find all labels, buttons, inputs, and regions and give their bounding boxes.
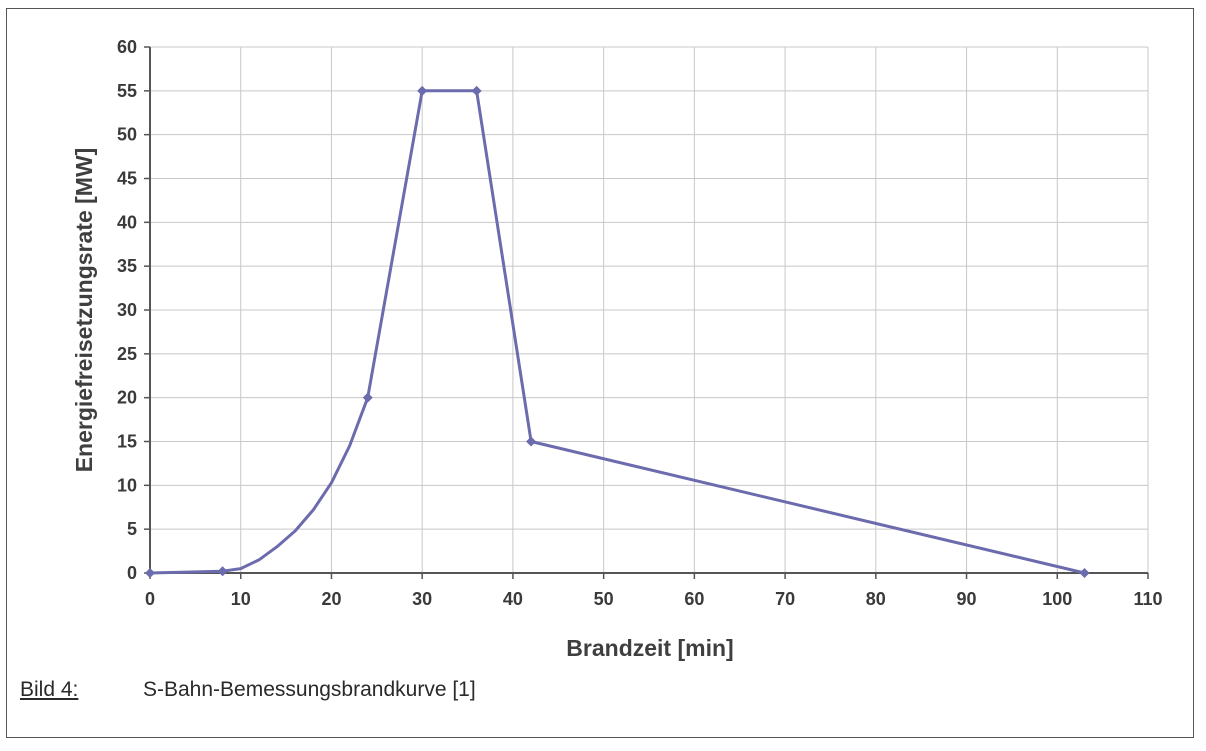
caption-label: Bild 4: (20, 678, 79, 701)
data-point-marker (417, 85, 428, 96)
caption-text: S-Bahn-Bemessungsbrandkurve [1] (143, 678, 476, 701)
x-tick-labels: 0 10 20 30 40 50 60 70 80 90 100 110 (145, 589, 1163, 609)
x-tick-label: 70 (775, 589, 795, 609)
y-tick-label: 20 (117, 388, 137, 408)
y-tick-label: 55 (117, 81, 137, 101)
data-point-marker (217, 566, 228, 577)
x-tick-label: 80 (866, 589, 886, 609)
y-tick-label: 45 (117, 169, 137, 189)
y-tick-label: 10 (117, 475, 137, 495)
x-tick-label: 90 (957, 589, 977, 609)
x-tick-label: 60 (684, 589, 704, 609)
y-tick-label: 50 (117, 125, 137, 145)
y-tick-labels: 0 5 10 15 20 25 30 35 40 45 50 55 60 (117, 37, 137, 583)
x-tick-label: 0 (145, 589, 155, 609)
y-tick-label: 15 (117, 432, 137, 452)
y-tick-label: 35 (117, 256, 137, 276)
axes (144, 46, 1149, 579)
x-tick-label: 110 (1133, 589, 1162, 609)
data-series (145, 85, 1090, 578)
x-tick-label: 50 (594, 589, 614, 609)
figure-caption: Bild 4: S-Bahn-Bemessungsbrandkurve [1] (20, 678, 476, 702)
x-tick-label: 30 (412, 589, 432, 609)
x-tick-label: 10 (231, 589, 251, 609)
series-line (149, 89, 1085, 575)
data-point-marker (526, 436, 537, 447)
y-tick-label: 60 (117, 37, 137, 57)
x-tick-label: 100 (1042, 589, 1072, 609)
data-point-marker (362, 392, 373, 403)
y-tick-label: 0 (127, 563, 137, 583)
data-point-marker (145, 568, 155, 578)
data-point-marker (1079, 568, 1090, 578)
figure-frame (6, 8, 1194, 738)
data-point-marker (471, 85, 482, 96)
y-tick-label: 30 (117, 300, 137, 320)
x-axis-title: Brandzeit [min] (566, 635, 733, 661)
y-tick-label: 5 (127, 519, 137, 539)
y-tick-label: 40 (117, 212, 137, 232)
x-tick-label: 40 (503, 589, 523, 609)
y-tick-label: 25 (117, 344, 137, 364)
x-tick-label: 20 (321, 589, 341, 609)
y-axis-title: Energiefreisetzungsrate [MW] (71, 148, 97, 473)
grid-lines (150, 46, 1149, 573)
